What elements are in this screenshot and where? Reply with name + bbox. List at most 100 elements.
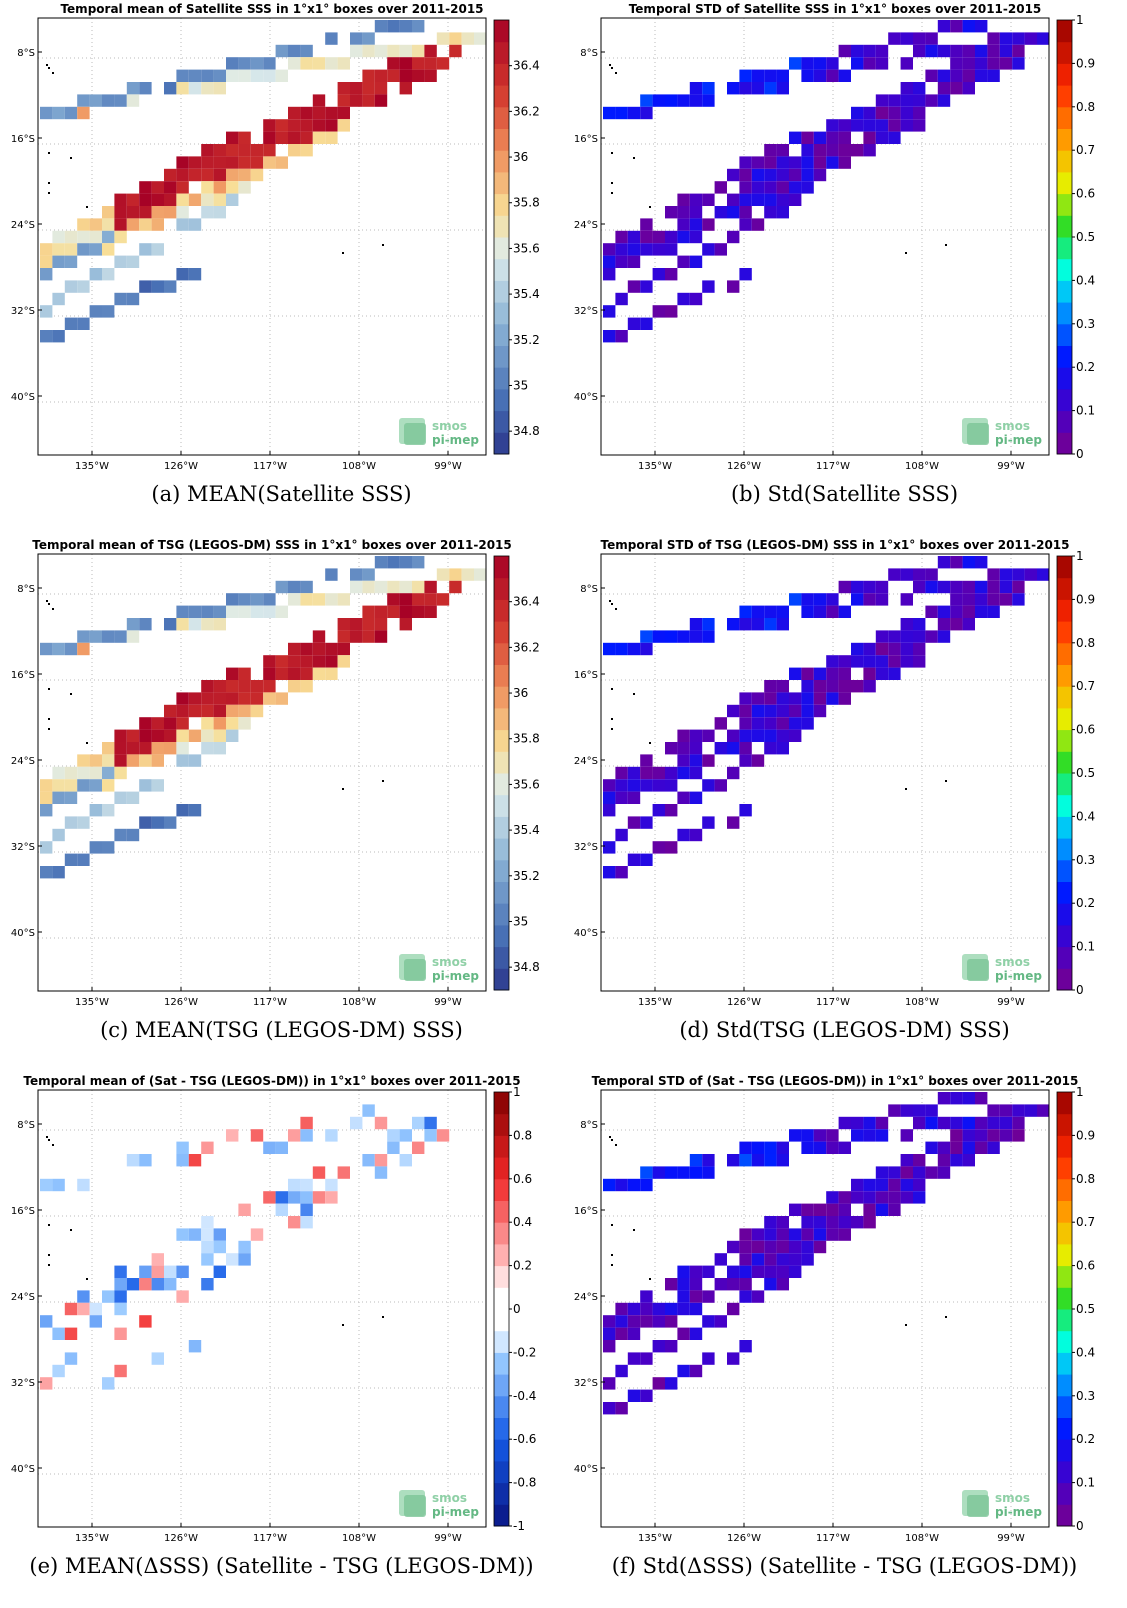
colorbar-segment xyxy=(494,1374,509,1397)
heatmap-cell xyxy=(975,69,988,82)
heatmap-cell xyxy=(863,106,876,120)
heatmap-cell xyxy=(102,766,115,780)
heatmap-cell xyxy=(40,243,53,256)
heatmap-cell xyxy=(789,729,802,742)
heatmap-cell xyxy=(126,754,140,767)
heatmap-cell xyxy=(875,131,889,144)
heatmap-cell xyxy=(188,804,202,817)
y-tick-label: 40°S xyxy=(11,928,35,939)
heatmap-cell xyxy=(201,1240,214,1254)
heatmap-cell xyxy=(226,680,239,693)
heatmap-cell xyxy=(875,580,889,594)
heatmap-cell xyxy=(851,57,864,70)
heatmap-cell xyxy=(226,605,239,618)
heatmap-cell xyxy=(776,156,789,169)
heatmap-cell xyxy=(615,1327,628,1340)
heatmap-cell xyxy=(764,206,777,219)
heatmap-cell xyxy=(652,841,665,854)
heatmap-cell xyxy=(176,618,189,631)
heatmap-cell xyxy=(739,168,752,182)
heatmap-cell xyxy=(776,680,789,693)
heatmap-cell xyxy=(176,804,189,817)
heatmap-cell xyxy=(102,754,115,767)
heatmap-cell xyxy=(64,280,78,293)
figure-caption: (c) MEAN(TSG (LEGOS-DM) SSS) xyxy=(100,1018,463,1042)
colorbar-segment xyxy=(1057,1352,1072,1375)
colorbar-tick-label: 0.9 xyxy=(1076,56,1095,70)
heatmap-cell xyxy=(250,1228,264,1241)
heatmap-cell xyxy=(776,1228,789,1241)
heatmap-cell xyxy=(176,168,189,182)
colorbar-segment xyxy=(1057,946,1072,969)
heatmap-cell xyxy=(412,69,425,82)
colorbar-segment xyxy=(494,751,509,774)
heatmap-cell xyxy=(962,1116,975,1130)
island-mark xyxy=(649,742,651,744)
heatmap-cell xyxy=(139,1154,152,1167)
y-tick-label: 24°S xyxy=(574,220,598,231)
x-tick-label: 99°W xyxy=(997,997,1025,1008)
heatmap-cell xyxy=(962,69,975,82)
colorbar-tick-label: 0.2 xyxy=(513,1259,532,1273)
heatmap-cell xyxy=(1012,568,1025,581)
heatmap-cell xyxy=(325,57,338,70)
island-mark xyxy=(46,1136,48,1138)
heatmap-cell xyxy=(337,119,350,132)
heatmap-cell xyxy=(263,655,276,668)
colorbar-tick-label: 0.6 xyxy=(1076,723,1095,737)
heatmap-cell xyxy=(474,32,487,45)
heatmap-cell xyxy=(640,280,653,293)
x-tick-label: 117°W xyxy=(816,997,850,1008)
colorbar-tick-label: -1 xyxy=(513,1519,525,1533)
heatmap-cell xyxy=(350,82,363,95)
x-tick-label: 135°W xyxy=(75,1533,109,1544)
heatmap-cells xyxy=(40,1104,450,1390)
heatmap-cell xyxy=(201,1228,214,1241)
heatmap-cell xyxy=(689,618,703,631)
heatmap-cell xyxy=(888,642,901,656)
island-mark xyxy=(70,157,72,159)
heatmap-cell xyxy=(275,580,288,594)
colorbar-segment xyxy=(494,1395,509,1418)
heatmap-cell xyxy=(739,618,752,631)
heatmap-cell xyxy=(201,729,214,742)
heatmap-cell xyxy=(387,1141,400,1154)
heatmap-cell xyxy=(387,44,400,58)
colorbar-segment xyxy=(494,302,509,325)
heatmap-cell xyxy=(851,655,864,668)
y-tick-label: 32°S xyxy=(574,306,598,317)
panel-b: Temporal STD of Satellite SSS in 1°x1° b… xyxy=(563,0,1126,536)
heatmap-cell xyxy=(102,305,115,318)
heatmap-cell xyxy=(201,1278,214,1291)
heatmap-cell xyxy=(689,630,703,643)
heatmap-cell xyxy=(139,280,152,293)
colorbar-segment xyxy=(494,707,509,731)
heatmap-cell xyxy=(176,729,189,742)
x-tick-label: 135°W xyxy=(638,997,672,1008)
heatmap-cell xyxy=(627,779,641,792)
heatmap-cell xyxy=(900,82,913,95)
heatmap-cell xyxy=(374,94,388,107)
x-tick-label: 126°W xyxy=(164,997,198,1008)
heatmap-cell xyxy=(325,655,338,668)
heatmap-cell xyxy=(677,1166,690,1179)
heatmap-cell xyxy=(139,618,152,631)
heatmap-cell xyxy=(337,593,350,606)
heatmap-cell xyxy=(702,779,715,792)
colorbar-segment xyxy=(1057,1222,1072,1245)
heatmap-cell xyxy=(40,305,53,318)
heatmap-cell xyxy=(739,605,752,618)
heatmap-cell xyxy=(176,1154,189,1167)
heatmap-cell xyxy=(213,618,226,631)
plot-frame xyxy=(600,553,1050,992)
heatmap-cell xyxy=(727,1240,740,1254)
heatmap-cell xyxy=(412,580,425,594)
heatmap-cell xyxy=(789,1129,802,1142)
figure-caption: (f) Std(ΔSSS) (Satellite - TSG (LEGOS-DM… xyxy=(611,1554,1078,1578)
heatmap-cell xyxy=(714,742,727,755)
heatmap-cell xyxy=(337,618,350,631)
heatmap-cell xyxy=(764,1278,777,1291)
heatmap-cell xyxy=(801,692,814,705)
